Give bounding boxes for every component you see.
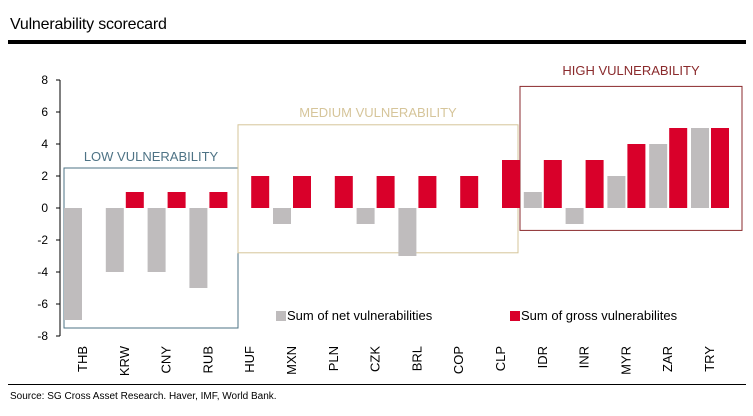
y-tick-label: -8	[37, 329, 48, 343]
y-axis: 8 6 4 2 0 -2 -4 -6 -8	[37, 73, 61, 343]
bar-net	[356, 208, 375, 224]
x-tick-label: IDR	[535, 346, 550, 368]
x-tick-label: THB	[75, 346, 90, 372]
bar-net	[273, 208, 291, 224]
legend-swatch	[510, 311, 520, 321]
chart-title: Vulnerability scorecard	[10, 16, 167, 33]
x-tick-label: CNY	[159, 346, 174, 374]
bar-gross	[376, 176, 395, 208]
x-axis-labels: THB KRW CNY RUB HUF MXN PLN CZK BRL COP CLP IDR INR M…	[75, 345, 717, 376]
bar-gross	[209, 192, 228, 208]
x-tick-label: MXN	[284, 346, 299, 375]
bar-gross	[627, 144, 646, 208]
x-tick-label: ZAR	[660, 346, 675, 372]
legend-swatch	[276, 311, 286, 321]
bar-gross	[460, 176, 479, 208]
x-tick-label: PLN	[326, 346, 341, 371]
bar-net	[523, 192, 542, 208]
x-tick-label: COP	[451, 346, 466, 374]
x-tick-label: RUB	[200, 346, 215, 373]
bar-gross	[543, 160, 562, 208]
bar-net	[147, 208, 166, 272]
group-label: MEDIUM VULNERABILITY	[299, 105, 457, 120]
group-box	[519, 85, 743, 231]
y-tick-label: 8	[41, 73, 48, 87]
x-tick-label: HUF	[242, 346, 257, 373]
bar-net	[189, 208, 208, 288]
x-tick-label: CZK	[368, 346, 383, 372]
bar-gross	[293, 176, 311, 208]
bar-net	[565, 208, 584, 224]
bar-net	[649, 144, 668, 208]
bar-gross	[251, 176, 270, 208]
bar-gross	[502, 160, 520, 208]
y-tick-label: 4	[41, 137, 48, 151]
bar-gross	[125, 192, 144, 208]
legend: Sum of net vulnerabilities Sum of gross v…	[276, 308, 678, 323]
source-note: Source: SG Cross Asset Research. Haver, …	[10, 391, 277, 402]
y-tick-label: -4	[37, 265, 48, 279]
bars	[64, 128, 729, 320]
title-rule	[8, 40, 746, 44]
bar-gross	[418, 176, 437, 208]
x-tick-label: BRL	[409, 346, 424, 371]
bar-net	[105, 208, 124, 272]
y-tick-label: -6	[37, 297, 48, 311]
bar-gross	[334, 176, 353, 208]
bar-net	[691, 128, 709, 208]
x-tick-label: MYR	[618, 346, 633, 375]
y-tick-label: 6	[41, 105, 48, 119]
bar-gross	[585, 160, 604, 208]
bar-net	[607, 176, 626, 208]
bar-gross	[167, 192, 186, 208]
group-label: LOW VULNERABILITY	[84, 149, 219, 164]
legend-label: Sum of net vulnerabilities	[287, 308, 433, 323]
y-tick-label: 0	[41, 201, 48, 215]
y-tick-label: 2	[41, 169, 48, 183]
x-tick-label: KRW	[117, 345, 132, 376]
y-tick-label: -2	[37, 233, 48, 247]
x-tick-label: TRY	[702, 346, 717, 372]
bar-net	[64, 208, 82, 320]
legend-label: Sum of gross vulnerabilites	[521, 308, 678, 323]
bar-gross	[711, 128, 729, 208]
group-label: HIGH VULNERABILITY	[562, 63, 700, 78]
bottom-rule	[8, 384, 746, 385]
bar-gross	[669, 128, 688, 208]
bar-net	[398, 208, 417, 256]
x-tick-label: INR	[577, 346, 592, 368]
x-tick-label: CLP	[493, 346, 508, 371]
